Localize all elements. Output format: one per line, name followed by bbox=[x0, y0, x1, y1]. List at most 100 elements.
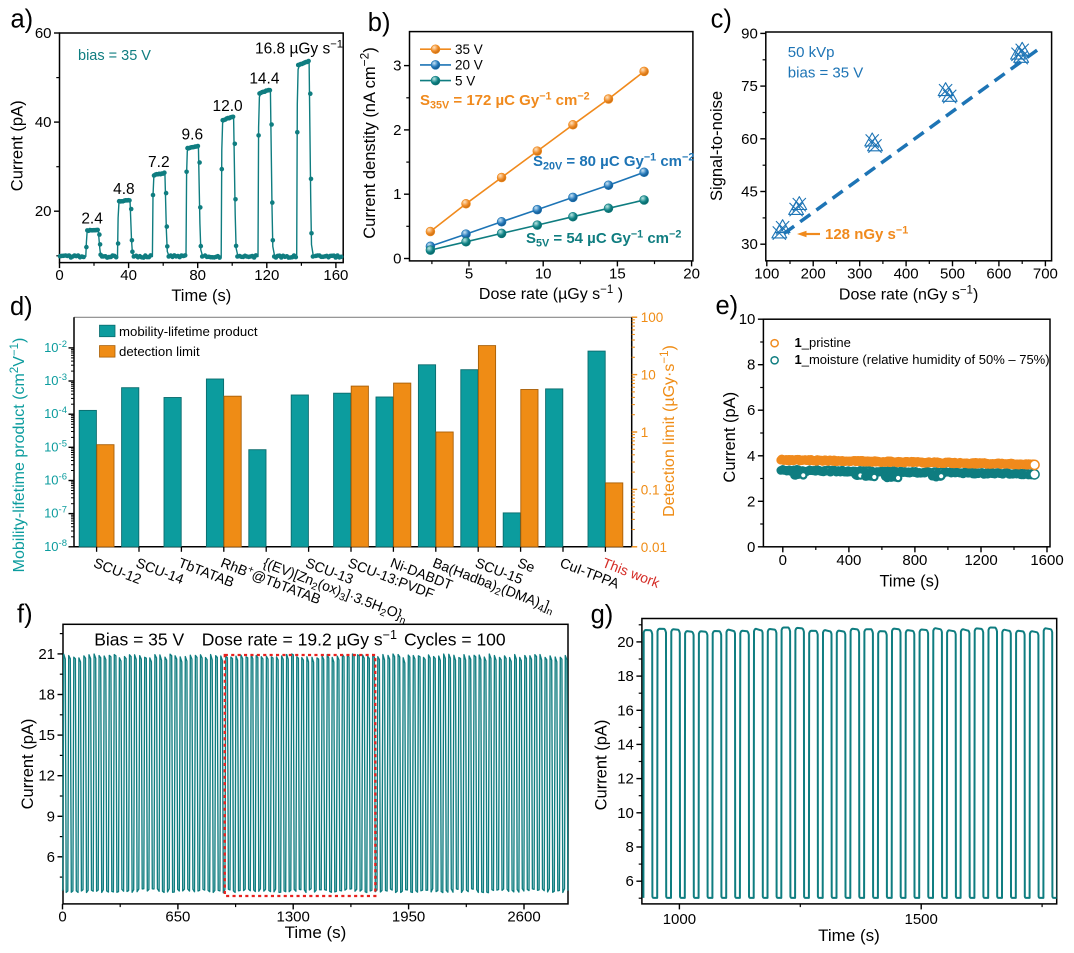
svg-text:1950: 1950 bbox=[392, 908, 425, 925]
svg-text:45: 45 bbox=[741, 184, 758, 201]
svg-text:Current denstity (nA cm−2): Current denstity (nA cm−2) bbox=[358, 47, 379, 238]
svg-text:Se: Se bbox=[516, 554, 538, 575]
svg-text:d): d) bbox=[10, 293, 33, 321]
svg-text:12: 12 bbox=[617, 771, 634, 788]
svg-text:8: 8 bbox=[626, 839, 634, 856]
svg-text:12: 12 bbox=[38, 768, 55, 785]
svg-text:1500: 1500 bbox=[905, 911, 938, 928]
svg-text:e): e) bbox=[716, 292, 739, 320]
svg-text:14.4: 14.4 bbox=[249, 71, 280, 88]
svg-text:Current (pA): Current (pA) bbox=[721, 392, 739, 483]
svg-text:detection limit: detection limit bbox=[119, 344, 200, 359]
svg-text:4.8: 4.8 bbox=[113, 181, 135, 198]
svg-text:c): c) bbox=[711, 5, 732, 33]
svg-text:10-4: 10-4 bbox=[44, 405, 67, 421]
svg-text:14: 14 bbox=[617, 736, 634, 753]
svg-text:30: 30 bbox=[741, 236, 758, 253]
svg-text:100: 100 bbox=[754, 265, 779, 282]
svg-text:1_pristine: 1_pristine bbox=[795, 335, 851, 350]
svg-text:g): g) bbox=[591, 601, 614, 629]
svg-text:650: 650 bbox=[165, 908, 190, 925]
svg-text:0: 0 bbox=[58, 908, 66, 925]
svg-text:10-3: 10-3 bbox=[44, 372, 67, 388]
svg-text:Dose rate (nGy s−1): Dose rate (nGy s−1) bbox=[839, 284, 978, 303]
svg-text:f): f) bbox=[17, 600, 33, 628]
svg-text:SCU-14: SCU-14 bbox=[134, 554, 186, 587]
svg-text:12.0: 12.0 bbox=[213, 98, 244, 115]
svg-text:10: 10 bbox=[739, 311, 756, 328]
svg-text:10: 10 bbox=[535, 265, 552, 282]
svg-text:Dose rate = 19.2 µGy s−1: Dose rate = 19.2 µGy s−1 bbox=[202, 628, 397, 650]
svg-text:40: 40 bbox=[120, 267, 137, 284]
svg-text:2: 2 bbox=[747, 493, 755, 510]
svg-text:1: 1 bbox=[393, 186, 401, 203]
svg-text:Current (pA): Current (pA) bbox=[9, 100, 27, 191]
svg-text:1: 1 bbox=[641, 425, 649, 440]
svg-text:S35V = 172 µC Gy−1 cm−2: S35V = 172 µC Gy−1 cm−2 bbox=[420, 90, 590, 111]
svg-text:2600: 2600 bbox=[507, 908, 540, 925]
svg-text:3: 3 bbox=[393, 58, 401, 75]
svg-text:0: 0 bbox=[393, 251, 401, 268]
svg-text:2: 2 bbox=[393, 122, 401, 139]
svg-text:200: 200 bbox=[801, 265, 826, 282]
svg-text:6: 6 bbox=[626, 873, 634, 890]
svg-text:1000: 1000 bbox=[663, 911, 696, 928]
svg-text:80: 80 bbox=[189, 267, 206, 284]
svg-text:bias = 35 V: bias = 35 V bbox=[78, 48, 151, 64]
svg-text:1300: 1300 bbox=[277, 908, 310, 925]
svg-text:15: 15 bbox=[38, 727, 55, 744]
svg-text:90: 90 bbox=[741, 25, 758, 42]
svg-text:bias = 35 V: bias = 35 V bbox=[788, 65, 863, 82]
svg-text:5 V: 5 V bbox=[455, 73, 475, 88]
svg-text:Detection limit (µGy·s−1): Detection limit (µGy·s−1) bbox=[659, 345, 678, 517]
svg-text:10: 10 bbox=[641, 368, 656, 383]
svg-text:Cycles = 100: Cycles = 100 bbox=[404, 630, 506, 650]
svg-text:6: 6 bbox=[47, 849, 55, 866]
svg-text:Signal-to-noise: Signal-to-noise bbox=[708, 91, 726, 201]
svg-text:10: 10 bbox=[617, 805, 634, 822]
svg-text:75: 75 bbox=[741, 78, 758, 95]
svg-text:160: 160 bbox=[323, 267, 348, 284]
svg-text:Time (s): Time (s) bbox=[879, 572, 939, 590]
svg-text:100: 100 bbox=[641, 310, 664, 325]
svg-text:21: 21 bbox=[38, 646, 55, 663]
svg-text:6: 6 bbox=[747, 402, 755, 419]
svg-text:18: 18 bbox=[38, 687, 55, 704]
svg-text:0: 0 bbox=[779, 552, 787, 569]
svg-text:1200: 1200 bbox=[964, 552, 997, 569]
svg-text:7.2: 7.2 bbox=[148, 154, 170, 171]
svg-text:S5V = 54 µC Gy−1 cm−2: S5V = 54 µC Gy−1 cm−2 bbox=[526, 228, 681, 249]
svg-text:SCU-12: SCU-12 bbox=[92, 554, 144, 587]
svg-text:Time (s): Time (s) bbox=[285, 923, 347, 942]
svg-text:b): b) bbox=[368, 9, 391, 37]
svg-text:4: 4 bbox=[747, 448, 755, 465]
svg-text:9.6: 9.6 bbox=[182, 127, 204, 144]
svg-text:0.01: 0.01 bbox=[641, 540, 667, 555]
svg-text:600: 600 bbox=[986, 265, 1011, 282]
svg-text:mobility-lifetime product: mobility-lifetime product bbox=[119, 324, 258, 339]
svg-text:15: 15 bbox=[609, 265, 626, 282]
svg-text:10-2: 10-2 bbox=[44, 339, 67, 355]
svg-text:Dose rate (µGy s−1 ): Dose rate (µGy s−1 ) bbox=[479, 284, 623, 303]
svg-text:9: 9 bbox=[47, 808, 55, 825]
svg-text:Time (s): Time (s) bbox=[171, 287, 231, 305]
svg-text:Current (pA): Current (pA) bbox=[593, 720, 611, 811]
svg-text:120: 120 bbox=[254, 267, 279, 284]
svg-text:16: 16 bbox=[617, 702, 634, 719]
svg-text:2.4: 2.4 bbox=[81, 211, 103, 228]
svg-text:10-5: 10-5 bbox=[44, 438, 67, 454]
svg-text:800: 800 bbox=[902, 552, 927, 569]
svg-text:20: 20 bbox=[35, 203, 52, 220]
svg-text:5: 5 bbox=[465, 265, 473, 282]
svg-text:700: 700 bbox=[1033, 265, 1058, 282]
svg-text:20 V: 20 V bbox=[455, 58, 483, 73]
svg-text:20: 20 bbox=[683, 265, 700, 282]
svg-text:10-6: 10-6 bbox=[44, 472, 67, 488]
svg-text:500: 500 bbox=[940, 265, 965, 282]
svg-text:16.8 µGy s−1: 16.8 µGy s−1 bbox=[255, 39, 343, 58]
svg-text:128 nGy s−1: 128 nGy s−1 bbox=[825, 224, 908, 243]
svg-text:18: 18 bbox=[617, 668, 634, 685]
svg-text:Mobility-lifetime product (cm2: Mobility-lifetime product (cm2V−1) bbox=[9, 338, 28, 573]
svg-text:Bias = 35 V: Bias = 35 V bbox=[94, 630, 184, 650]
svg-text:400: 400 bbox=[836, 552, 861, 569]
